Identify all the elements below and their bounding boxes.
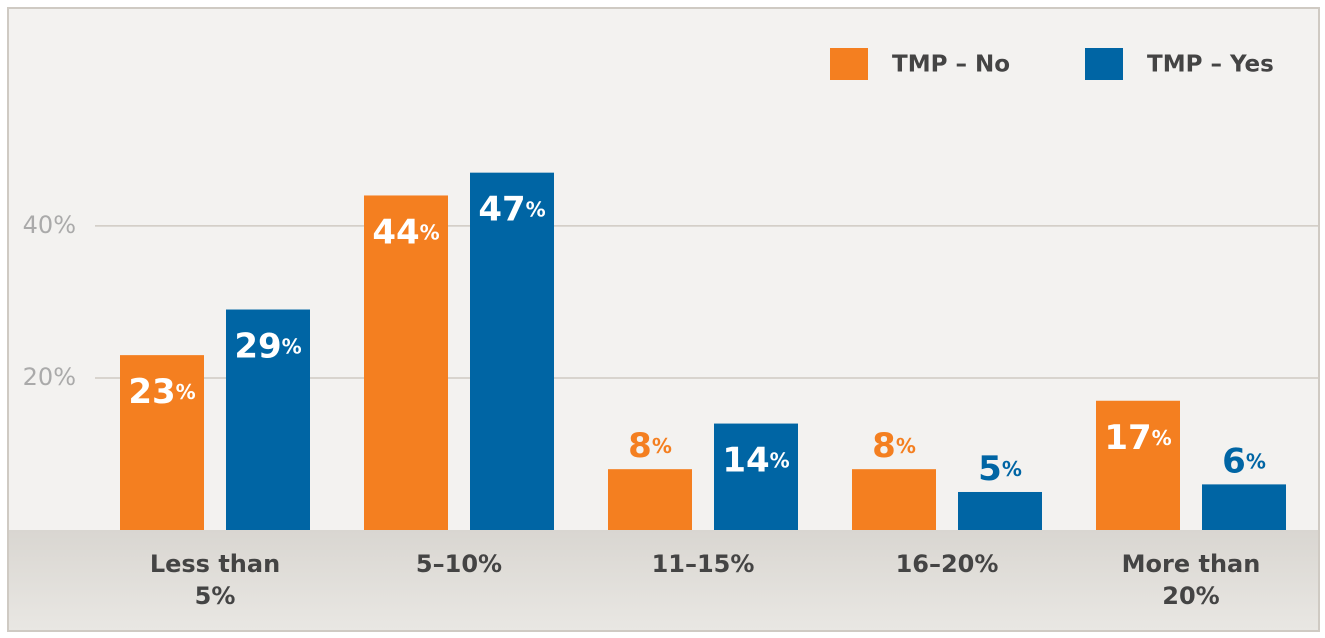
legend-label: TMP – No — [892, 52, 1010, 78]
data-label: 44% — [372, 212, 439, 252]
x-tick-label: More than 20% — [1121, 550, 1261, 610]
data-label: 17% — [1104, 417, 1171, 457]
data-label: 8% — [628, 426, 672, 466]
data-label: 23% — [128, 372, 195, 412]
bar — [226, 309, 310, 530]
bar — [1202, 484, 1286, 530]
legend-label: TMP – Yes — [1147, 52, 1274, 78]
data-label: 8% — [872, 426, 916, 466]
data-label: 47% — [478, 189, 545, 229]
bar — [714, 423, 798, 530]
data-label: 5% — [978, 448, 1022, 488]
data-label: 14% — [722, 440, 789, 480]
bar — [608, 469, 692, 530]
bar — [852, 469, 936, 530]
bar — [958, 491, 1042, 530]
legend-swatch — [830, 48, 868, 80]
bar — [364, 195, 448, 530]
data-label: 29% — [234, 326, 301, 366]
x-tick-label: 5–10% — [415, 550, 503, 578]
bar — [470, 172, 554, 531]
bar — [120, 355, 204, 530]
x-tick-label: Less than 5% — [149, 550, 281, 610]
legend-swatch — [1085, 48, 1123, 80]
category-band — [9, 530, 1318, 630]
y-tick-label: 40% — [23, 211, 76, 239]
data-label: 6% — [1222, 441, 1266, 481]
x-tick-label: 11–15% — [651, 550, 755, 578]
x-tick-label: 16–20% — [895, 550, 999, 578]
bar — [1096, 400, 1180, 530]
y-tick-label: 20% — [23, 363, 76, 391]
